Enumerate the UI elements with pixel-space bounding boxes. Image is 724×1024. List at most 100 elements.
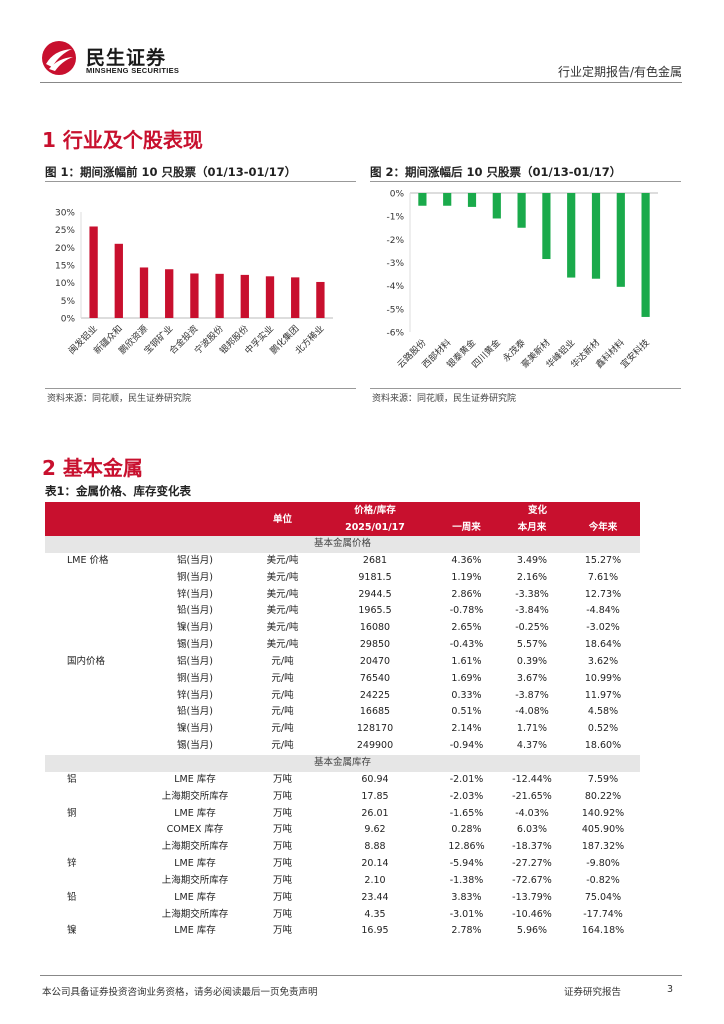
cell-month: -4.03% [515,807,549,819]
cell-item: LME 库存 [174,773,216,785]
cell-unit: 万吨 [272,858,292,870]
bar [265,276,275,318]
figure-1-bottom-rule [45,388,356,389]
cell-item: LME 库存 [174,858,216,870]
cell-value: 128170 [356,723,394,735]
y-tick-label: 15% [55,262,75,272]
figure-2-caption: 图 2：期间涨幅后 10 只股票（01/13-01/17） [370,165,622,179]
cell-item: 上海期交所库存 [161,790,229,802]
header-date: 2025/01/17 [315,519,435,536]
cell-cat [45,721,140,738]
table-row: 上海期交所库存 万吨 4.35 -3.01% -10.46% -17.74% [45,907,640,924]
table-row: 铅(当月) 美元/吨 1965.5 -0.78% -3.84% -4.84% [45,603,640,620]
header-change: 变化 [435,502,641,519]
cell-month: -3.38% [515,588,549,600]
cell-month: 3.67% [516,672,548,684]
cell-value: 60.94 [361,773,389,785]
group-row-price: 基本金属价格 [45,536,641,553]
bar [591,193,601,279]
cell-year: -3.02% [586,622,620,634]
figure-1-source: 资料来源：同花顺，民生证券研究院 [47,394,192,404]
cell-year: 7.59% [587,773,619,785]
cell-item: 上海期交所库存 [161,874,229,886]
table-row: 铜(当月) 美元/吨 9181.5 1.19% 2.16% 7.61% [45,570,640,587]
cell-item: LME 库存 [174,925,216,937]
bar [517,193,526,228]
cell-week: 2.78% [451,925,482,937]
bar [641,193,650,317]
cell-year: 11.97% [584,689,622,701]
table-row: 锌(当月) 元/吨 24225 0.33% -3.87% 11.97% [45,688,640,705]
cell-month: 5.57% [516,639,548,651]
cell-value: 76540 [359,672,391,684]
cell-year: 0.52% [587,723,619,735]
cell-year: -9.80% [586,858,620,870]
cell-week: 1.19% [451,571,482,583]
cell-unit: 万吨 [272,891,292,903]
cell-value: 29850 [359,639,391,651]
cell-week: 0.28% [451,824,482,836]
cell-year: 3.62% [587,655,619,667]
cell-week: 3.83% [451,891,482,903]
cell-week: 1.61% [451,655,482,667]
footer-disclaimer: 本公司具备证券投资咨询业务资格，请务必阅读最后一页免责声明 [42,987,318,998]
figure-1-caption: 图 1：期间涨幅前 10 只股票（01/13-01/17） [45,165,297,179]
cell-item: LME 库存 [174,891,216,903]
cell-unit: 美元/吨 [266,571,299,583]
cell-item: 锌(当月) [177,689,213,701]
bar [291,277,300,318]
header-price: 价格/库存 [315,502,435,519]
header-month: 本月来 [498,519,566,536]
cell-month: 4.37% [516,740,548,752]
bar [190,273,199,318]
cell-item: 镍(当月) [177,622,213,634]
page-number: 3 [667,984,674,995]
logo-text-cn: 民生证券 [86,47,167,69]
cell-value: 20470 [359,655,391,667]
bar [89,226,98,318]
bar [567,193,576,278]
cell-value: 8.88 [364,841,386,853]
table-1-caption: 表1：金属价格、库存变化表 [45,484,192,498]
table-row: LME 价格 铝(当月) 美元/吨 2681 4.36% 3.49% 15.27% [45,553,640,570]
section-title-2: 2 基本金属 [42,456,143,480]
cell-week: -1.65% [449,807,484,819]
table-row: 铅 LME 库存 万吨 23.44 3.83% -13.79% 75.04% [45,890,640,907]
cell-value: 4.35 [364,908,386,920]
table-row: 镍(当月) 元/吨 128170 2.14% 1.71% 0.52% [45,721,640,738]
figure-2-top-rule [370,181,681,182]
cell-cat: 国内价格 [67,655,106,667]
table-row: 镍(当月) 美元/吨 16080 2.65% -0.25% -3.02% [45,620,640,637]
company-logo: 民生证券 MINSHENG SECURITIES [40,40,220,80]
cell-cat [45,637,140,654]
cell-value: 17.85 [361,790,389,802]
cell-value: 16.95 [361,925,389,937]
y-tick-label: 10% [55,279,75,289]
table-row: 锡(当月) 元/吨 249900 -0.94% 4.37% 18.60% [45,738,640,755]
cell-month: -12.44% [512,773,552,785]
cell-unit: 元/吨 [271,672,294,684]
cell-week: 2.86% [451,588,482,600]
cell-unit: 美元/吨 [266,605,299,617]
cell-week: 2.65% [451,622,482,634]
table-row: 锌 LME 库存 万吨 20.14 -5.94% -27.27% -9.80% [45,856,640,873]
cell-year: 15.27% [584,554,622,566]
logo-text-en: MINSHENG SECURITIES [86,66,180,75]
bar [418,193,427,206]
cell-week: 1.69% [451,672,482,684]
cell-year: 10.99% [584,672,622,684]
group-row-stock: 基本金属库存 [45,754,641,772]
cell-unit: 万吨 [272,790,292,802]
cell-week: 4.36% [451,554,482,566]
table-row: 铜 LME 库存 万吨 26.01 -1.65% -4.03% 140.92% [45,806,640,823]
cell-month: 5.96% [516,925,548,937]
cell-cat: LME 价格 [67,554,109,566]
cell-week: 12.86% [448,841,485,853]
bar [215,273,224,318]
cell-cat [45,822,140,839]
header-blank [140,502,250,519]
cell-value: 249900 [356,740,394,752]
bar [165,269,174,318]
cell-cat: 铝 [67,773,77,785]
cell-value: 20.14 [361,858,389,870]
